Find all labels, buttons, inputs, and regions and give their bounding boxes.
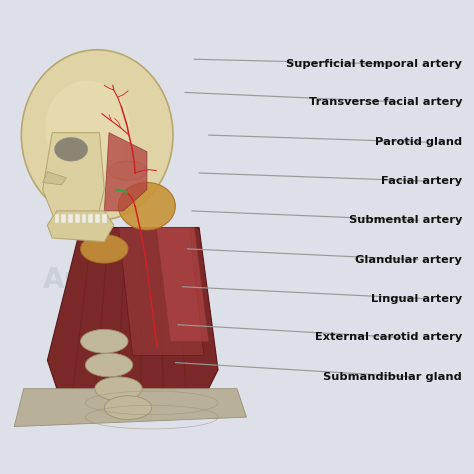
- Text: Anat: Anat: [43, 265, 116, 294]
- Polygon shape: [43, 133, 104, 237]
- Text: Glandular artery: Glandular artery: [356, 255, 462, 265]
- Ellipse shape: [55, 137, 88, 161]
- Ellipse shape: [118, 182, 175, 230]
- Bar: [82, 214, 86, 223]
- Text: Submental artery: Submental artery: [349, 215, 462, 226]
- Ellipse shape: [81, 329, 128, 353]
- Text: app: app: [152, 284, 210, 313]
- Polygon shape: [43, 172, 66, 185]
- Ellipse shape: [109, 161, 147, 180]
- Ellipse shape: [104, 396, 152, 419]
- Text: Superficial temporal artery: Superficial temporal artery: [286, 59, 462, 69]
- Polygon shape: [156, 228, 209, 341]
- Polygon shape: [118, 228, 204, 356]
- Bar: [88, 214, 93, 223]
- Bar: [55, 214, 59, 223]
- Text: External carotid artery: External carotid artery: [315, 332, 462, 343]
- Polygon shape: [47, 228, 218, 403]
- Text: Submandibular gland: Submandibular gland: [323, 372, 462, 382]
- Ellipse shape: [95, 377, 142, 401]
- Ellipse shape: [81, 235, 128, 263]
- Bar: [75, 214, 80, 223]
- Bar: [68, 214, 73, 223]
- Polygon shape: [14, 389, 246, 427]
- Polygon shape: [104, 133, 147, 211]
- Bar: [95, 214, 100, 223]
- Bar: [102, 214, 107, 223]
- Text: Lingual artery: Lingual artery: [371, 293, 462, 304]
- Text: Facial artery: Facial artery: [381, 176, 462, 186]
- Ellipse shape: [21, 50, 173, 220]
- Polygon shape: [47, 211, 114, 242]
- Ellipse shape: [85, 353, 133, 377]
- Ellipse shape: [45, 81, 130, 175]
- Bar: [61, 214, 66, 223]
- Text: Transverse facial artery: Transverse facial artery: [309, 97, 462, 107]
- Text: Parotid gland: Parotid gland: [375, 137, 462, 147]
